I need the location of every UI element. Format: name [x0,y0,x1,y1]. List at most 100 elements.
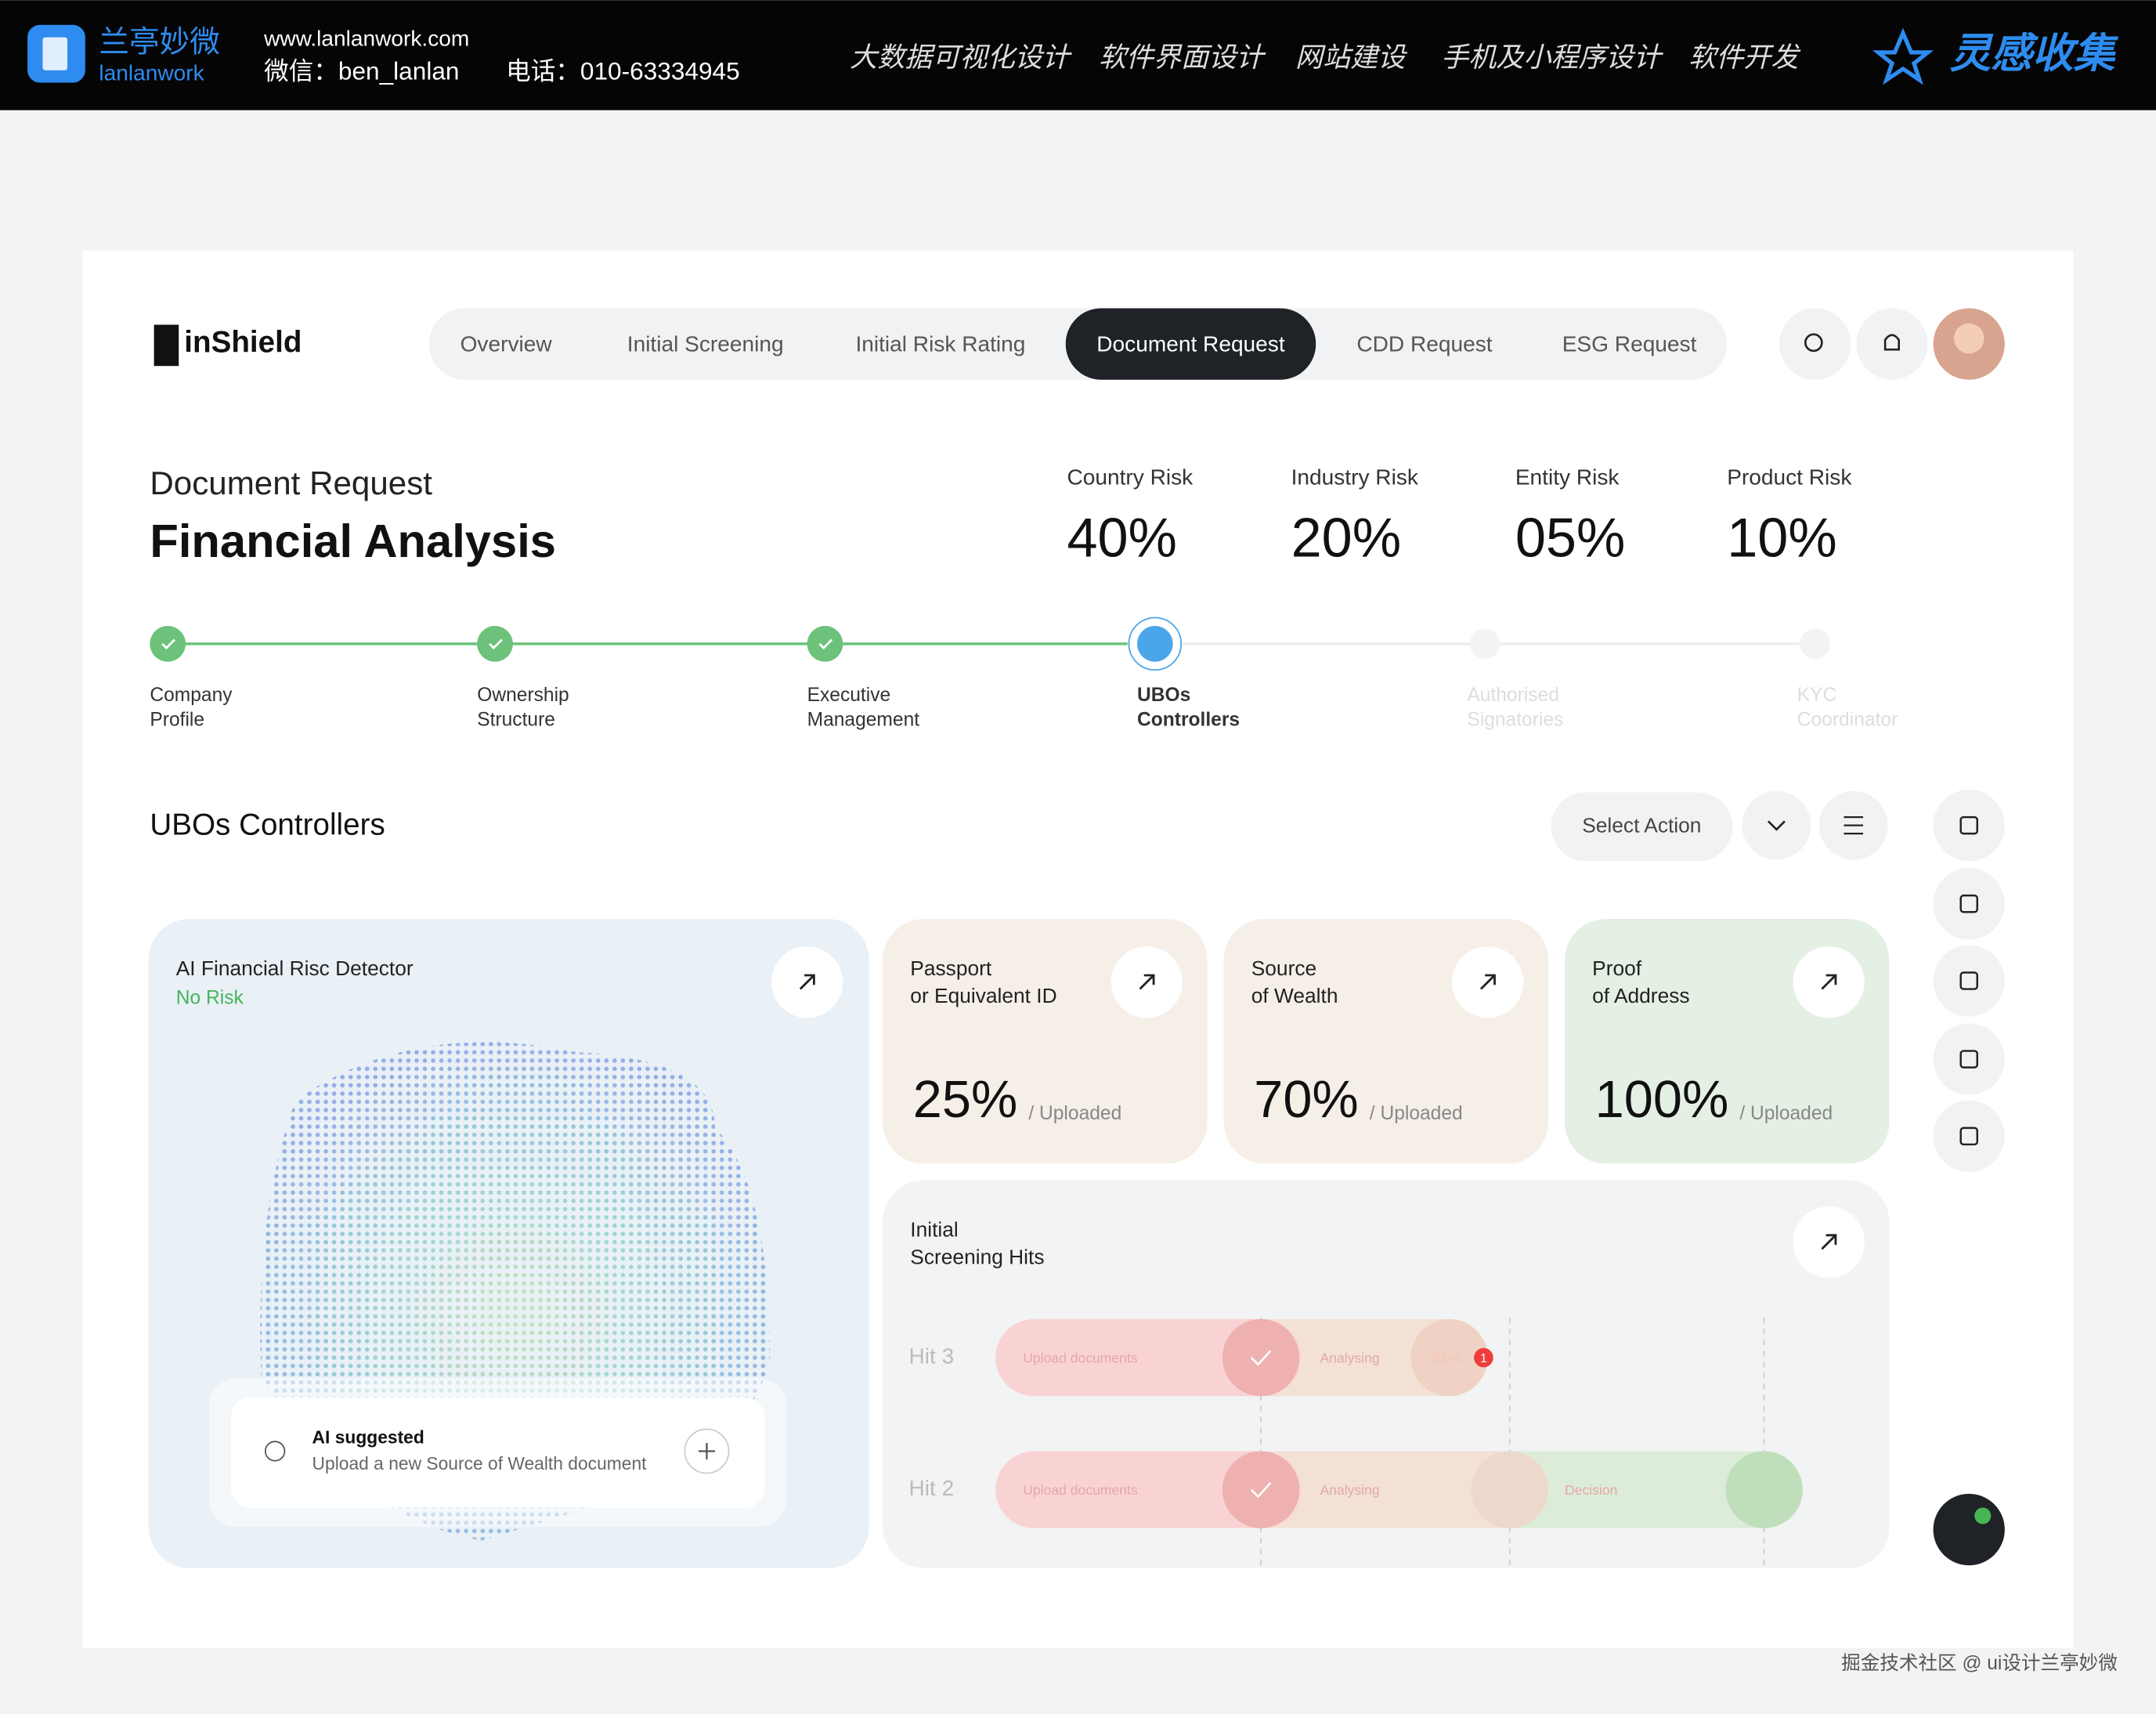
sidebar-button[interactable] [1933,1023,2005,1095]
step-label: Structure [477,710,555,731]
avatar-face [1953,323,1984,354]
sidebar-button[interactable] [1933,945,2005,1017]
step-label: Authorised [1467,685,1559,706]
step-label: Company [150,685,233,706]
section-title: UBOs Controllers [150,808,385,842]
banner-nav-item[interactable]: 软件界面设计 [1099,42,1267,73]
tab-active-bg [1065,308,1316,380]
ai-card-status: No Risk [176,987,244,1008]
sidebar-icon [1959,971,1978,990]
doc-card-suffix: / Uploaded [1028,1103,1121,1124]
hits-title: Screening Hits [910,1246,1044,1269]
arrow-icon [799,974,815,990]
select-action-label: Select Action [1582,813,1701,837]
step-label: Management [807,710,920,731]
doc-card-percent: 70% [1254,1071,1359,1129]
tab[interactable]: Initial Risk Rating [855,331,1025,356]
sidebar-button[interactable] [1933,789,2005,862]
hit-check [1725,1451,1803,1528]
risk-label: Product Risk [1727,465,1852,490]
arrow-icon [1479,974,1496,990]
search-button[interactable] [1779,308,1851,380]
doc-card-percent: 100% [1595,1071,1729,1129]
hit-progress [1410,1318,1488,1397]
step-label: Profile [150,710,204,731]
sidebar-icon [1959,894,1978,913]
arrow-icon [1821,974,1837,990]
dropdown-button[interactable] [1742,790,1811,860]
tab[interactable]: ESG Request [1562,331,1697,356]
step-check [161,638,175,650]
hit-badge-count: 1 [1480,1352,1487,1365]
page-subtitle: Document Request [150,465,432,501]
risk-label: Entity Risk [1515,465,1620,490]
doc-card-percent: 25% [913,1071,1018,1129]
tab[interactable]: CDD Request [1356,331,1492,356]
step-check [489,638,503,650]
step-todo [1469,628,1501,660]
suggestion-card [230,1398,765,1508]
watermark: 掘金技术社区 @ ui设计兰亭妙微 [1841,1652,2118,1674]
doc-card-title: Passport [910,956,992,980]
plus-icon [698,1442,715,1460]
risk-value: 10% [1727,506,1837,568]
sidebar-button[interactable] [1933,1100,2005,1173]
step-label: Executive [807,685,891,706]
hit-check [1222,1318,1300,1397]
tab[interactable]: Initial Screening [627,331,784,356]
chat-badge [1974,1507,1992,1524]
risk-value: 40% [1067,506,1177,568]
tab[interactable]: Overview [460,331,553,356]
select-action[interactable] [1551,792,1733,862]
hit-stage: Upload documents [1023,1482,1138,1498]
hit-stage: Analysing [1320,1350,1380,1365]
notification-button[interactable] [1856,308,1928,380]
banner-nav-item[interactable]: 软件开发 [1688,42,1801,73]
page-title: Financial Analysis [150,515,556,567]
banner-logo-en: lanlanwork [99,60,204,85]
hit-label: Hit 3 [909,1344,955,1369]
arrow-icon [1139,974,1155,990]
banner-nav-item[interactable]: 手机及小程序设计 [1441,42,1664,73]
arrow-icon [1821,1234,1837,1250]
step-label: KYC [1797,685,1837,706]
hit-stage: Analysing [1320,1482,1380,1498]
banner-nav-item[interactable]: 大数据可视化设计 [850,42,1073,73]
risk-label: Country Risk [1067,465,1194,490]
doc-card-title: of Address [1592,984,1689,1007]
step-todo [1800,628,1830,660]
bell-icon [1883,334,1900,351]
banner-url: www.lanlanwork.com [263,27,469,51]
banner-wechat: 微信：ben_lanlan [264,57,459,85]
doc-card-title: or Equivalent ID [910,984,1056,1007]
app-logo-mark [153,324,179,367]
banner-nav-item[interactable]: 网站建设 [1295,42,1407,73]
chat-button[interactable] [1933,1493,2005,1566]
sidebar-icon [1959,815,1978,835]
suggestion-icon [264,1441,286,1462]
doc-card-title: Proof [1592,956,1642,980]
hit-bar-decision [1471,1451,1802,1528]
hit-check [1471,1451,1548,1528]
doc-card-title: of Wealth [1251,984,1338,1007]
sidebar-button[interactable] [1933,868,2005,940]
hit-stage: Upload documents [1023,1350,1138,1365]
step-done [807,626,843,662]
banner-brand: 灵感收集 [1950,31,2119,77]
step-label: Ownership [477,685,569,706]
step-label: UBOs [1137,685,1190,706]
doc-card-suffix: / Uploaded [1739,1103,1833,1124]
step-label: Controllers [1137,710,1240,731]
step-done [150,626,186,662]
suggestion-title: AI suggested [312,1427,424,1448]
top-banner [0,0,2156,110]
tab[interactable]: Document Request [1096,331,1285,356]
banner-phone: 电话：010-63334945 [506,57,740,85]
sidebar-icon [1959,1126,1978,1146]
risk-value: 20% [1291,506,1402,568]
banner-logo-book [42,37,68,71]
brand-icon [1872,27,1934,85]
hit-stage: Decision [1565,1482,1617,1498]
